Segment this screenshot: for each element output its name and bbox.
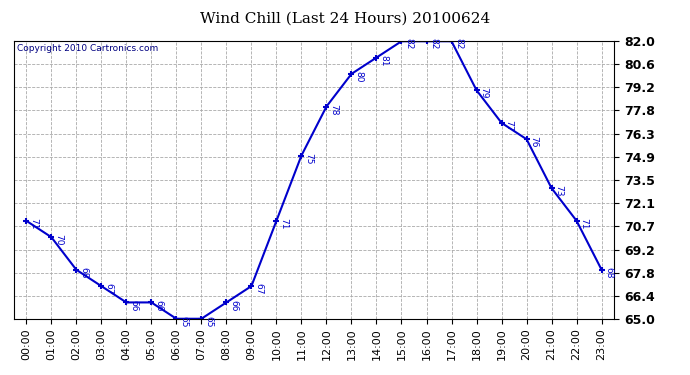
Text: 82: 82 xyxy=(454,39,463,50)
Text: Wind Chill (Last 24 Hours) 20100624: Wind Chill (Last 24 Hours) 20100624 xyxy=(200,11,490,25)
Text: 70: 70 xyxy=(54,234,63,246)
Text: 68: 68 xyxy=(79,267,88,279)
Text: 67: 67 xyxy=(104,284,113,295)
Text: 66: 66 xyxy=(129,300,138,311)
Text: 81: 81 xyxy=(380,55,388,66)
Text: 66: 66 xyxy=(154,300,163,311)
Text: 71: 71 xyxy=(29,218,38,229)
Text: 77: 77 xyxy=(504,120,513,132)
Text: Copyright 2010 Cartronics.com: Copyright 2010 Cartronics.com xyxy=(17,44,158,53)
Text: 66: 66 xyxy=(229,300,238,311)
Text: 80: 80 xyxy=(354,71,363,82)
Text: 75: 75 xyxy=(304,153,313,164)
Text: 82: 82 xyxy=(429,39,438,50)
Text: 65: 65 xyxy=(204,316,213,327)
Text: 71: 71 xyxy=(279,218,288,229)
Text: 67: 67 xyxy=(254,284,263,295)
Text: 79: 79 xyxy=(480,87,489,99)
Text: 78: 78 xyxy=(329,104,338,115)
Text: 71: 71 xyxy=(580,218,589,229)
Text: 76: 76 xyxy=(529,136,538,148)
Text: 65: 65 xyxy=(179,316,188,327)
Text: 82: 82 xyxy=(404,39,413,50)
Text: 68: 68 xyxy=(604,267,613,279)
Text: 73: 73 xyxy=(554,185,563,197)
